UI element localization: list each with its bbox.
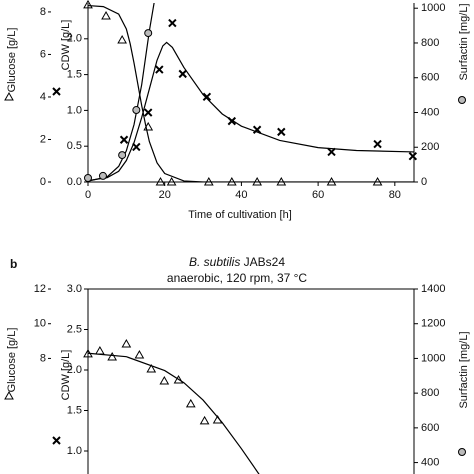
y3-tick-label: 0 (40, 176, 46, 188)
glucose-point (185, 398, 196, 408)
y2-tick-label: 0 (421, 176, 427, 188)
title-strain: JABs24 (244, 255, 286, 269)
y-tick-label: 1.0 (67, 104, 82, 116)
glucose-point (95, 345, 105, 355)
y-tick-label: 2.5 (67, 323, 82, 335)
glucose-point (203, 176, 214, 186)
y-tick-label: 0.0 (67, 176, 82, 188)
glucose-point (134, 349, 145, 359)
cdw-point (132, 142, 141, 152)
surfactin-point (98, 171, 107, 180)
y-tick-label: 1.5 (67, 69, 82, 81)
cdw-point (119, 135, 129, 144)
cdw-point (373, 139, 382, 149)
glucose-point (252, 176, 262, 186)
y3-tick-label: 12 (34, 283, 46, 295)
glucose-point (173, 374, 184, 384)
panel-label: b (10, 257, 17, 271)
glucose-point (226, 176, 237, 186)
surfactin-point (132, 106, 141, 115)
y2-tick-label: 1200 (421, 318, 445, 330)
y3-axis-label: Glucose [g/L] (6, 28, 18, 93)
y2-tick-label: 400 (421, 106, 439, 118)
fit-line (88, 352, 260, 474)
y3-tick-label: 6 (40, 48, 46, 60)
y-tick-label: 1.5 (67, 404, 82, 416)
surfactin-point (84, 174, 92, 183)
fit-line (88, 41, 414, 182)
x-tick-label: 80 (389, 189, 401, 201)
y2-tick-label: 600 (421, 72, 439, 84)
glucose-point (146, 364, 157, 373)
glucose-point (326, 176, 337, 186)
y2-tick-label: 200 (421, 141, 439, 153)
glucose-point (117, 34, 127, 44)
y-tick-label: 3.0 (67, 283, 82, 295)
glucose-point (372, 176, 383, 186)
fit-lines (88, 3, 414, 182)
cdw-point (168, 18, 177, 28)
glucose-point (83, 348, 93, 358)
cdw-point (155, 65, 164, 74)
y2-tick-label: 600 (421, 422, 439, 434)
cdw-point (252, 125, 262, 134)
cdw-point (178, 69, 187, 79)
y-axis-label: CDW [g/L] (60, 350, 72, 401)
glucose-point (159, 375, 170, 385)
glucose-point (276, 176, 287, 186)
y2-tick-label: 400 (421, 456, 439, 468)
glucose-point (101, 10, 111, 20)
y-tick-label: 1.0 (67, 445, 82, 457)
glucose-point (107, 352, 118, 361)
glucose-point (83, 0, 93, 9)
cdw-point (202, 92, 212, 102)
glucose-point (121, 339, 132, 348)
y3-tick-label: 8 (40, 352, 46, 364)
y2-tick-label: 800 (421, 37, 439, 49)
cdw-point (277, 127, 286, 137)
y2-tick-label: 1000 (421, 352, 445, 364)
fit-line (88, 4, 414, 182)
cdw-point (327, 147, 336, 157)
y3-tick-label: 10 (34, 318, 46, 330)
x-tick-label: 20 (159, 189, 171, 201)
fit-line (88, 3, 155, 182)
y-tick-label: 0.5 (67, 140, 82, 152)
y3-tick-label: 4 (40, 91, 46, 103)
glucose-point (212, 415, 223, 424)
axis-symbols (4, 87, 466, 456)
x-tick-label: 40 (235, 189, 247, 201)
cdw-point (144, 108, 153, 117)
glucose-point (155, 176, 166, 186)
surfactin-point (118, 151, 127, 160)
glucose-point (143, 121, 154, 131)
y-axis-label: CDW [g/L] (60, 20, 72, 71)
fit-lines (88, 352, 260, 474)
y2-axis-label: Surfactin [mg/L] (458, 3, 470, 80)
y-tick-label: 2.0 (67, 33, 82, 45)
title-species: B. subtilis (189, 255, 240, 269)
y2-tick-label: 1400 (421, 283, 445, 295)
glucose-point (199, 415, 210, 425)
y2-tick-label: 800 (421, 387, 439, 399)
glucose-point (166, 176, 177, 186)
surfactin-point (144, 29, 153, 38)
chart-title: B. subtilis JABs24 (189, 255, 285, 269)
x-axis-label: Time of cultivation [h] (188, 209, 292, 221)
y3-tick-label: 8 (40, 6, 46, 18)
y2-axis-label: Surfactin [mg/L] (458, 331, 470, 408)
y3-tick-label: 2 (40, 133, 46, 145)
y2-tick-label: 1000 (421, 2, 445, 14)
y3-axis-label: Glucose [g/L] (6, 328, 18, 393)
cdw-point (227, 116, 237, 126)
y-tick-label: 2.0 (67, 364, 82, 376)
cdw-point (408, 152, 418, 161)
x-tick-label: 0 (85, 189, 91, 201)
chart-subtitle: anaerobic, 120 rpm, 37 °C (167, 271, 308, 285)
x-tick-label: 60 (312, 189, 324, 201)
